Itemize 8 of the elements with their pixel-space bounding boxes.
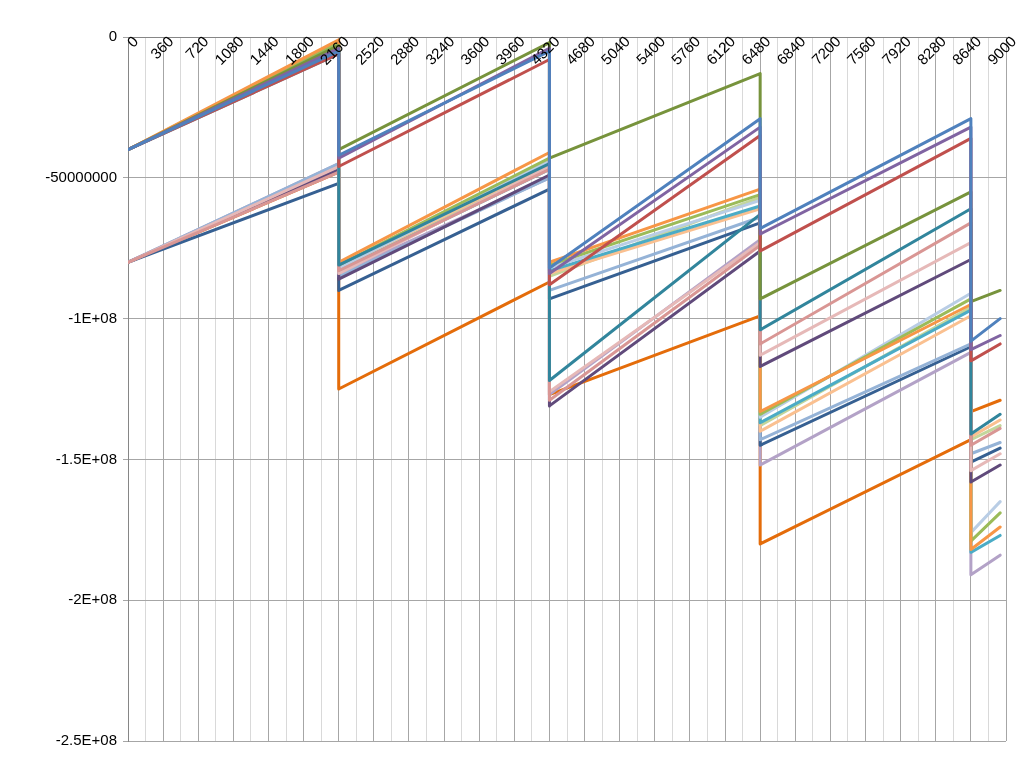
x-tick-label: 0 bbox=[123, 32, 142, 51]
x-tick-label: 360 bbox=[146, 32, 177, 63]
y-tick-label: -50000000 bbox=[45, 167, 117, 185]
y-tick-label: -2.5E+08 bbox=[55, 731, 117, 749]
y-tick-label: -1.5E+08 bbox=[55, 449, 117, 467]
y-tick-label: -1E+08 bbox=[68, 308, 117, 326]
y-tick-label: -2E+08 bbox=[68, 590, 117, 608]
x-tick-label: 720 bbox=[181, 32, 212, 63]
